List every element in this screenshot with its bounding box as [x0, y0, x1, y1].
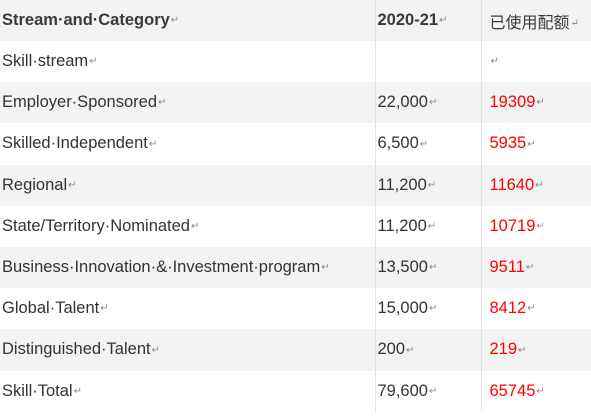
paragraph-mark-icon: ↵ [321, 262, 330, 274]
header-used-quota: 已使用配额↵ [481, 0, 591, 41]
paragraph-mark-icon: ↵ [535, 179, 544, 191]
table-row: Distinguished·Talent↵ 200↵ 219↵ [0, 329, 591, 371]
paragraph-mark-icon: ↵ [100, 303, 109, 315]
paragraph-mark-icon: ↵ [427, 179, 437, 191]
paragraph-mark-icon: ↵ [536, 97, 545, 109]
paragraph-mark-icon: ↵ [527, 303, 536, 315]
paragraph-mark-icon: ↵ [427, 220, 437, 232]
paragraph-mark-icon: ↵ [570, 17, 579, 29]
category-cell: Business·Innovation·&·Investment·program… [0, 246, 376, 289]
planning-cell: 79,600↵ [375, 370, 482, 412]
paragraph-mark-icon: ↵ [151, 344, 160, 356]
used-quota-cell: 19309↵ [481, 82, 591, 124]
paragraph-mark-icon: ↵ [536, 220, 545, 232]
paragraph-mark-icon: ↵ [428, 385, 438, 397]
paragraph-mark-icon: ↵ [527, 138, 536, 150]
paragraph-mark-icon: ↵ [191, 220, 200, 232]
used-quota-cell: 219↵ [481, 329, 591, 371]
table-row: Skilled·Independent↵ 6,500↵ 5935↵ [0, 123, 591, 165]
header-stream-category: Stream·and·Category↵ [0, 0, 376, 41]
table-header-row: Stream·and·Category↵ 2020-21↵ 已使用配额↵ [0, 0, 591, 41]
used-quota-cell: 9511↵ [481, 246, 591, 289]
paragraph-mark-icon: ↵ [525, 262, 535, 274]
paragraph-mark-icon: ↵ [406, 344, 415, 356]
table-row: State/Territory·Nominated↵ 11,200↵ 10719… [0, 205, 591, 247]
paragraph-mark-icon: ↵ [68, 179, 77, 191]
planning-cell: 11,200↵ [375, 164, 482, 206]
category-cell: Global·Talent↵ [0, 288, 376, 330]
table-row: Business·Innovation·&·Investment·program… [0, 246, 591, 289]
paragraph-mark-icon: ↵ [170, 15, 180, 27]
category-cell: Distinguished·Talent↵ [0, 329, 376, 371]
used-quota-cell: 8412↵ [481, 288, 591, 330]
paragraph-mark-icon: ↵ [148, 138, 158, 150]
planning-cell: 22,000↵ [375, 82, 482, 124]
planning-cell: 13,500↵ [375, 246, 482, 289]
planning-cell: 200↵ [375, 329, 482, 371]
table-row: Employer·Sponsored↵ 22,000↵ 19309↵ [0, 82, 591, 124]
planning-cell: 6,500↵ [375, 123, 482, 165]
category-cell: State/Territory·Nominated↵ [0, 205, 376, 247]
table-row: Regional↵ 11,200↵ 11640↵ [0, 164, 591, 206]
planning-cell [375, 41, 482, 83]
used-quota-cell: 10719↵ [481, 205, 591, 247]
planning-cell: 11,200↵ [375, 205, 482, 247]
used-quota-cell: 11640↵ [481, 164, 591, 206]
paragraph-mark-icon: ↵ [439, 15, 448, 27]
paragraph-mark-icon: ↵ [158, 97, 167, 109]
category-cell: Skill·stream↵ [0, 41, 376, 83]
category-cell: Skilled·Independent↵ [0, 123, 376, 165]
header-2020-21: 2020-21↵ [375, 0, 482, 41]
used-quota-cell: 5935↵ [481, 123, 591, 165]
planning-cell: 15,000↵ [375, 288, 482, 330]
paragraph-mark-icon: ↵ [518, 344, 527, 356]
table-row: Skill·Total↵ 79,600↵ 65745↵ [0, 370, 591, 412]
paragraph-mark-icon: ↵ [490, 56, 499, 68]
paragraph-mark-icon: ↵ [536, 385, 545, 397]
table-row: Skill·stream↵ ↵ [0, 41, 591, 83]
paragraph-mark-icon: ↵ [428, 262, 438, 274]
used-quota-cell: ↵ [481, 41, 591, 83]
table-row: Global·Talent↵ 15,000↵ 8412↵ [0, 288, 591, 330]
paragraph-mark-icon: ↵ [419, 138, 429, 150]
paragraph-mark-icon: ↵ [428, 97, 438, 109]
used-quota-cell: 65745↵ [481, 370, 591, 412]
paragraph-mark-icon: ↵ [428, 303, 438, 315]
category-cell: Skill·Total↵ [0, 370, 376, 412]
paragraph-mark-icon: ↵ [89, 56, 98, 68]
paragraph-mark-icon: ↵ [73, 385, 82, 397]
category-cell: Regional↵ [0, 164, 376, 206]
category-cell: Employer·Sponsored↵ [0, 82, 376, 124]
